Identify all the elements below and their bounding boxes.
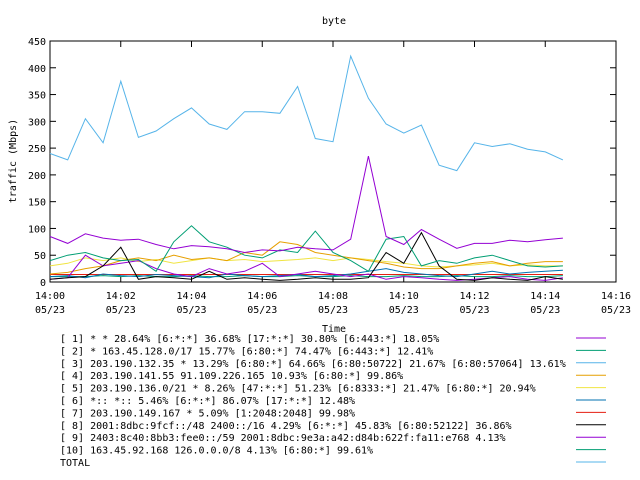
y-tick-label: 150 (28, 198, 46, 209)
y-axis: 0 50 100 150 200 250 300 350 400 450 (28, 37, 616, 289)
x-tick-label-time: 14:16 (601, 291, 631, 302)
y-axis-label: traffic (Mbps) (8, 119, 19, 203)
y-tick-label: 450 (28, 37, 46, 48)
series-line-10 (50, 275, 563, 278)
legend-label: [ 6] *:: *:: 5.46% [6:*:*] 86.07% [17:*:… (60, 396, 355, 407)
series-line-1 (49, 155, 563, 254)
x-tick-label-date: 05/23 (35, 305, 65, 316)
x-tick-label-time: 14:14 (530, 291, 560, 302)
y-tick-label: 300 (28, 117, 46, 128)
y-tick-label: 400 (28, 64, 46, 75)
x-tick-label-time: 14:04 (176, 291, 206, 302)
series-line-6 (49, 268, 563, 279)
y-tick-label: 100 (28, 224, 46, 235)
legend-label: [ 9] 2403:8c40:8bb3:fee0::/59 2001:8dbc:… (60, 433, 506, 444)
y-tick-label: 250 (28, 144, 46, 155)
x-tick-label-date: 05/23 (389, 305, 419, 316)
legend-label: [ 2] * 163.45.128.0/17 15.77% [6:80:*] 7… (60, 346, 433, 357)
y-tick-label: 200 (28, 171, 46, 182)
x-tick-label-time: 14:08 (318, 291, 348, 302)
series-line-8 (49, 231, 563, 281)
x-tick-label-date: 05/23 (176, 305, 206, 316)
x-tick-label-time: 14:02 (106, 291, 136, 302)
x-tick-label-time: 14:06 (247, 291, 277, 302)
series-line-9 (49, 254, 563, 281)
legend-label: [ 3] 203.190.132.35 * 13.29% [6:80:*] 64… (60, 359, 566, 370)
legend-label: [10] 163.45.92.168 126.0.0.0/8 4.13% [6:… (60, 446, 373, 457)
x-tick-label-date: 05/23 (459, 305, 489, 316)
x-tick-label-date: 05/23 (106, 305, 136, 316)
x-tick-label-time: 14:12 (459, 291, 489, 302)
legend-label: TOTAL (60, 458, 90, 469)
x-tick-label-date: 05/23 (530, 305, 560, 316)
legend-label: [ 1] * * 28.64% [6:*:*] 36.68% [17:*:*] … (60, 334, 439, 345)
plot-frame (49, 40, 617, 283)
x-tick-label-date: 05/23 (601, 305, 631, 316)
legend: [ 1] * * 28.64% [6:*:*] 36.68% [17:*:*] … (60, 334, 606, 469)
y-tick-label: 0 (40, 278, 46, 289)
x-tick-label-date: 05/23 (318, 305, 348, 316)
x-tick-label-time: 14:00 (35, 291, 65, 302)
series-lines (49, 54, 564, 281)
legend-label: [ 7] 203.190.149.167 * 5.09% [1:2048:204… (60, 408, 355, 419)
series-line-3 (49, 54, 564, 172)
legend-label: [ 8] 2001:8dbc:9fcf::/48 2400::/16 4.29%… (60, 421, 512, 432)
x-axis-label: Time (322, 324, 346, 335)
y-tick-label: 50 (34, 251, 46, 262)
legend-label: [ 5] 203.190.136.0/21 * 8.26% [47:*:*] 5… (60, 384, 536, 395)
chart-title: byte (322, 16, 346, 27)
x-tick-label-date: 05/23 (247, 305, 277, 316)
y-tick-label: 350 (28, 91, 46, 102)
x-tick-label-time: 14:10 (389, 291, 419, 302)
series-line-2 (49, 225, 563, 273)
x-axis: 14:00 05/23 14:02 05/23 14:04 05/23 14:06 05/23… (35, 41, 631, 316)
legend-label: [ 4] 203.190.141.55 91.109.226.165 10.93… (60, 371, 403, 382)
